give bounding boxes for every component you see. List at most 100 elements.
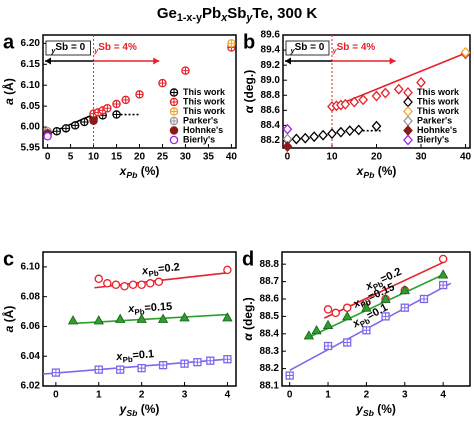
legend-marker [169,88,179,97]
data-point [342,311,353,321]
y-axis-label: α (deg.) [242,70,256,113]
data-point [362,326,371,335]
data-point [380,293,391,303]
region-label: ySb = 0 [290,42,325,55]
marker-shape [62,124,70,132]
text-part: x [356,164,365,178]
x-tick-label: 40 [460,152,472,163]
marker-shape [353,124,364,136]
data-point [343,338,352,347]
series-label: xPb=0.2 [140,261,180,279]
series-label: xPb=0.1 [115,348,155,365]
marker-shape [362,326,371,334]
x-tick-label: 15 [111,152,123,163]
y-tick-label: 88.7 [260,276,280,287]
marker-shape [311,324,322,335]
data-point [381,312,390,321]
legend-label: Bierly's [417,134,449,144]
data-point [51,368,61,377]
text-part: =0.1 [132,348,155,362]
marker-shape [331,308,340,318]
marker-shape [403,125,413,136]
data-point [438,280,448,290]
marker-shape [403,134,413,146]
legend-label: Hohnke's [417,125,457,135]
text-part: (Å) [1,78,16,98]
data-point [227,39,236,48]
data-point [323,341,333,351]
marker-shape [322,319,334,329]
data-point [52,127,62,136]
legend-label: This work [417,87,460,97]
text-part: Pb [148,269,159,279]
x-tick-label: 25 [157,152,169,163]
panel-label: b [243,31,255,53]
marker-shape [403,87,413,98]
data-point [80,117,89,127]
data-point [136,313,147,323]
marker-shape [403,106,413,117]
y-tick-label: 88.6 [261,105,281,116]
marker-shape [169,126,179,135]
text-part: (%) [137,402,159,416]
marker-shape [136,313,147,323]
legend-marker [169,135,179,145]
panel: b 0 10 20 30 40 88.2 88.4 88.6 88.8 89.0 89.2 89.4 89… [242,30,471,181]
text-part: Pb [134,307,145,317]
x-tick-label: 1 [325,390,331,401]
marker-shape [128,280,138,290]
data-point [416,76,426,88]
text-part: α [242,105,256,113]
data-point [322,319,334,329]
region-box [45,40,91,56]
data-point [437,269,449,279]
x-tick-label: 0 [53,390,59,401]
arrow-head [153,57,160,65]
y-tick-label: 88.4 [260,328,280,339]
legend-marker [403,96,413,108]
legend-marker [403,125,413,136]
marker-shape [181,66,190,75]
text-part: = 0 [68,42,85,53]
legend-marker [169,126,179,135]
marker-shape [393,83,404,95]
data-point [318,129,328,141]
marker-shape [135,90,144,99]
data-point [309,131,320,143]
marker-shape [206,357,214,365]
legend-marker [403,87,413,98]
data-point [103,103,112,113]
marker-shape [361,302,372,312]
region-label: ySb = 0 [50,42,85,55]
text-part: Ge [157,5,177,22]
text-part: Pb [126,170,138,180]
x-tick-label: 2 [364,390,370,401]
region-label: ySb = 4% [332,42,376,55]
marker-shape [93,315,104,325]
marker-shape [403,115,413,127]
text-part: y [332,46,338,55]
x-axis-label: xPb (%) [356,164,397,180]
y-tick-label: 88.5 [260,311,280,322]
x-tick-label: 0 [287,390,293,401]
y-tick-label: 6.15 [21,59,41,70]
marker-shape [145,279,155,288]
y-tick-label: 88.6 [260,294,280,305]
data-point [137,280,146,290]
data-point [358,94,369,106]
legend-label: Parker's [183,115,218,125]
marker-shape [80,118,88,126]
text-part: α [241,333,255,341]
marker-shape [103,104,111,112]
data-point [344,125,355,137]
data-point [282,123,293,135]
data-point [353,124,364,136]
marker-shape [43,132,52,141]
marker-shape [158,79,167,87]
marker-shape [282,141,293,152]
marker-shape [120,281,129,291]
x-tick-label: 0 [285,152,291,163]
data-point [460,46,471,58]
y-tick-label: 88.3 [260,346,280,357]
legend-marker [169,97,179,107]
